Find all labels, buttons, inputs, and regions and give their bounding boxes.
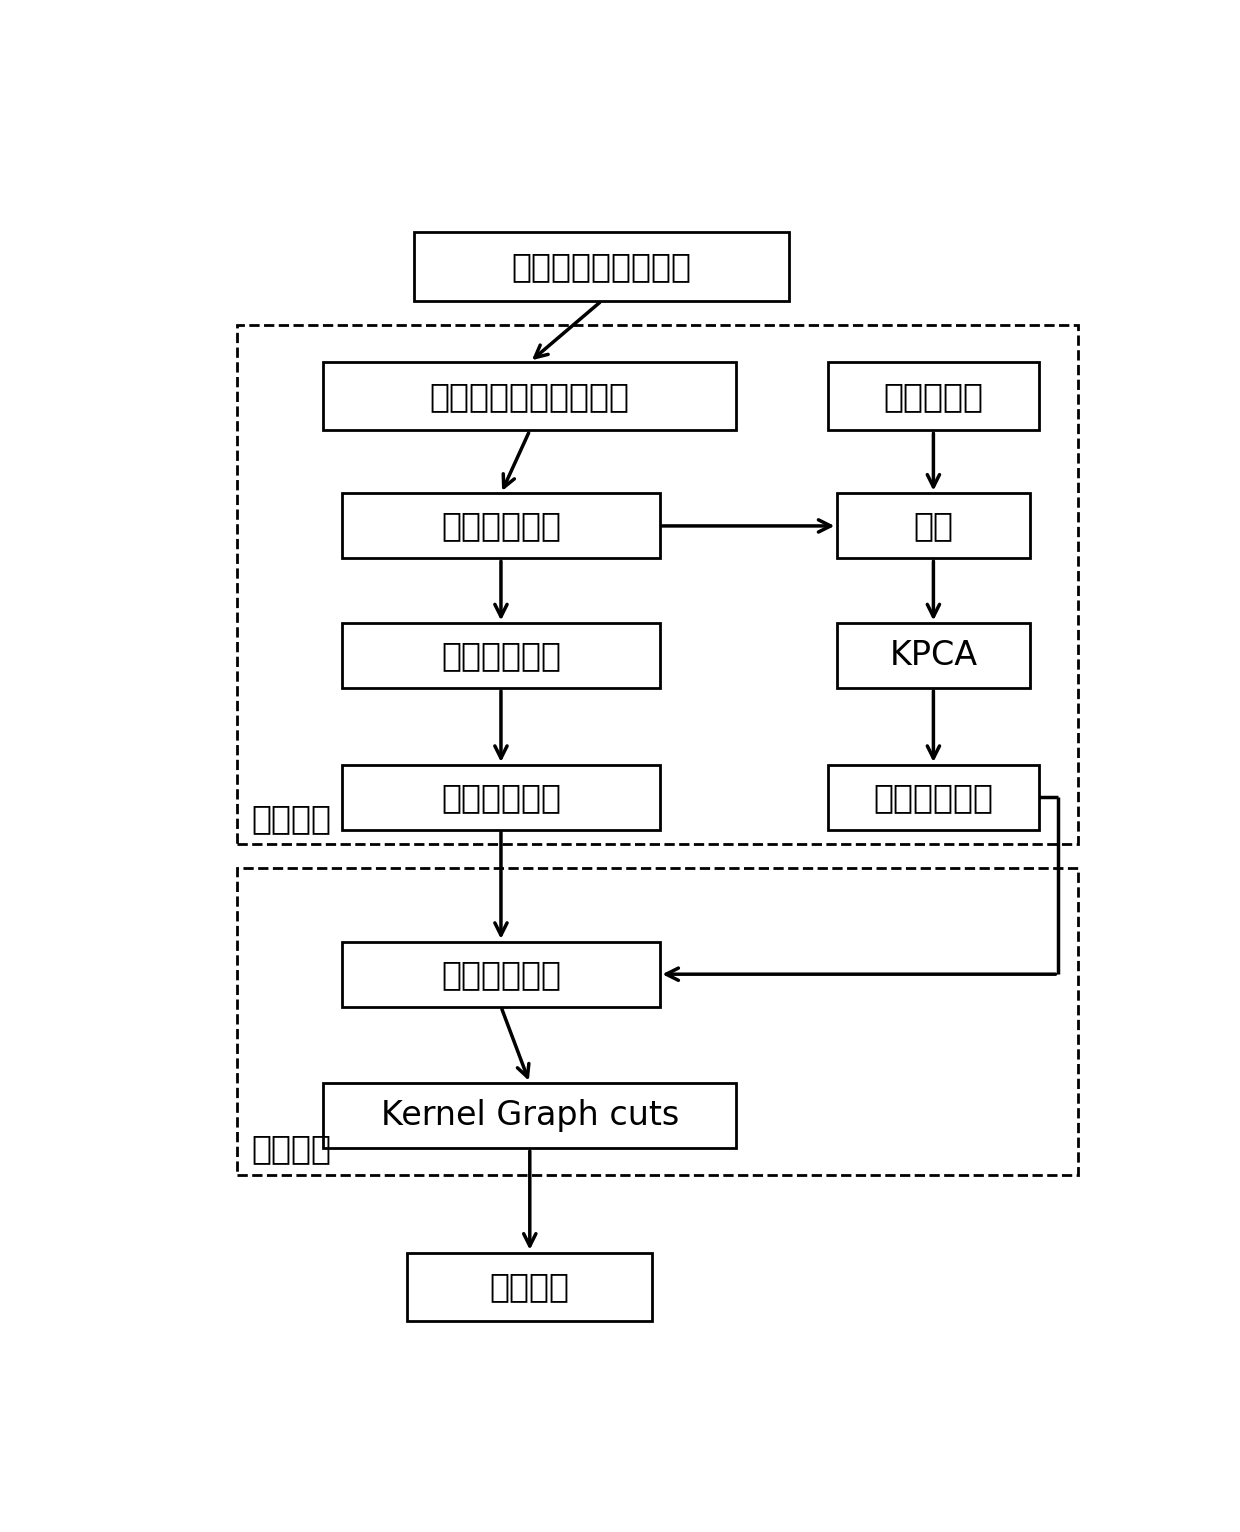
Bar [828, 362, 1039, 430]
Text: KPCA: KPCA [889, 639, 977, 673]
Bar [414, 233, 789, 300]
Bar [407, 1253, 652, 1321]
Bar [342, 942, 660, 1007]
Text: 在肝脏内部选择种子点: 在肝脏内部选择种子点 [430, 380, 630, 412]
Bar [237, 325, 1078, 844]
Text: 第一阶段: 第一阶段 [250, 801, 331, 835]
Bar [324, 1083, 737, 1147]
Bar [237, 869, 1078, 1175]
Text: 初始分割轮廓: 初始分割轮廓 [441, 781, 560, 813]
Bar [828, 764, 1039, 830]
Text: 膨胀腐蚀操作: 膨胀腐蚀操作 [441, 639, 560, 673]
Bar [837, 624, 1029, 688]
Bar [324, 362, 737, 430]
Text: 建立能量函数: 建立能量函数 [441, 958, 560, 991]
Bar [342, 764, 660, 830]
Text: 第二阶段: 第二阶段 [250, 1132, 331, 1166]
Bar [342, 624, 660, 688]
Text: 先验形状信息: 先验形状信息 [873, 781, 993, 813]
Text: 分割结果: 分割结果 [490, 1270, 570, 1304]
Text: 区域增长算法: 区域增长算法 [441, 510, 560, 542]
Bar [342, 493, 660, 558]
Text: 形状模板集: 形状模板集 [883, 380, 983, 412]
Bar [837, 493, 1029, 558]
Text: Kernel Graph cuts: Kernel Graph cuts [381, 1100, 680, 1132]
Text: 配准: 配准 [914, 510, 954, 542]
Text: 待分割腹部核磁图像: 待分割腹部核磁图像 [512, 250, 692, 283]
